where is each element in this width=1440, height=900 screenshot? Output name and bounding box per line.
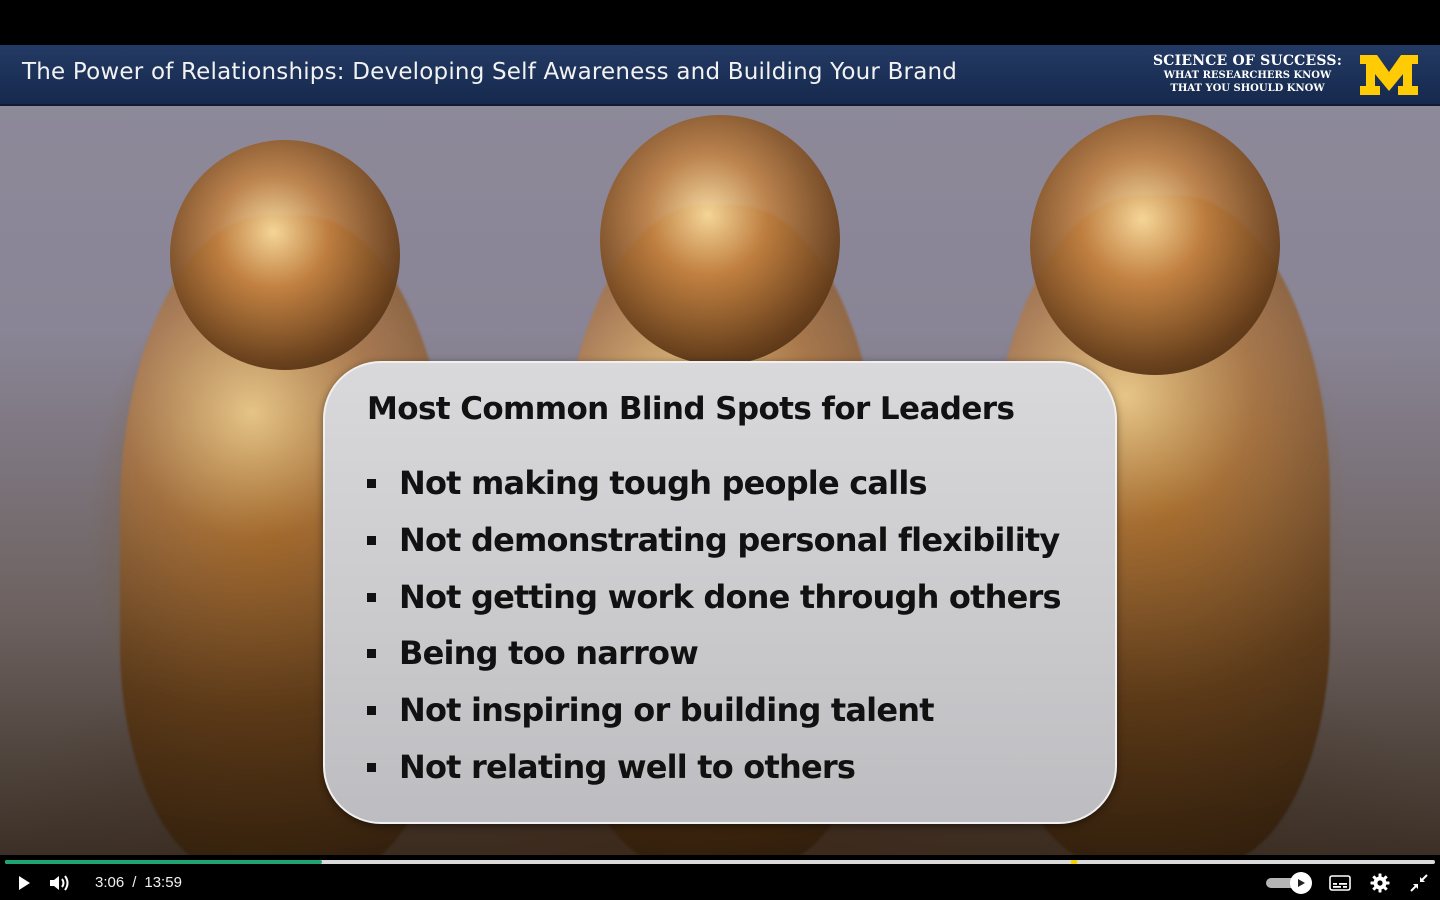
volume-button[interactable]	[48, 872, 72, 894]
exit-fullscreen-icon	[1410, 874, 1428, 892]
left-monkey-head	[170, 140, 400, 370]
list-item-text: Not inspiring or building talent	[399, 691, 935, 730]
gear-icon	[1370, 873, 1390, 893]
slide-card: Most Common Blind Spots for Leaders Not …	[323, 361, 1117, 824]
brand-line-2: WHAT RESEARCHERS KNOW	[1163, 70, 1332, 81]
list-item: Not relating well to others	[367, 747, 1061, 804]
middle-monkey-head	[600, 115, 840, 365]
square-bullet-icon	[367, 535, 376, 545]
brand-line-3: THAT YOU SHOULD KNOW	[1170, 83, 1325, 94]
university-michigan-logo	[1360, 55, 1418, 95]
list-item-text: Not making tough people calls	[399, 464, 928, 502]
play-icon	[19, 876, 30, 890]
square-bullet-icon	[367, 649, 376, 659]
list-item-text: Not relating well to others	[399, 747, 856, 786]
list-item: Not inspiring or building talent	[367, 690, 1061, 747]
square-bullet-icon	[367, 706, 376, 716]
slide-heading: Most Common Blind Spots for Leaders	[367, 391, 1015, 427]
course-brand: SCIENCE OF SUCCESS: WHAT RESEARCHERS KNO…	[1150, 53, 1345, 95]
list-item: Not making tough people calls	[367, 463, 1061, 520]
seek-bar[interactable]	[5, 860, 1435, 864]
square-bullet-icon	[367, 762, 376, 772]
current-time: 3:06	[95, 874, 125, 891]
autoplay-toggle-knob	[1290, 872, 1312, 894]
list-item: Being too narrow	[367, 633, 1061, 690]
exit-fullscreen-button[interactable]	[1407, 872, 1431, 894]
play-button[interactable]	[12, 872, 36, 894]
video-title-bar: The Power of Relationships: Developing S…	[0, 45, 1440, 106]
seek-bar-played	[5, 860, 323, 864]
right-monkey-head	[1030, 115, 1280, 375]
brand-line-1: SCIENCE OF SUCCESS:	[1152, 53, 1343, 69]
blind-spots-list: Not making tough people calls Not demons…	[367, 463, 1062, 804]
list-item: Not demonstrating personal flexibility	[367, 520, 1061, 577]
list-item-text: Not demonstrating personal flexibility	[399, 520, 1060, 559]
time-display: 3:06 / 13:59	[95, 874, 182, 891]
square-bullet-icon	[367, 592, 376, 602]
seek-bar-chapter-marker	[1071, 860, 1077, 864]
list-item-text: Being too narrow	[399, 634, 699, 673]
captions-button[interactable]	[1328, 872, 1352, 894]
duration: 13:59	[144, 874, 182, 891]
volume-icon	[50, 875, 69, 891]
video-title: The Power of Relationships: Developing S…	[22, 59, 958, 85]
captions-icon	[1329, 875, 1351, 891]
autoplay-toggle[interactable]	[1266, 872, 1312, 894]
settings-button[interactable]	[1368, 872, 1392, 894]
player-controls: 3:06 / 13:59	[0, 855, 1440, 900]
time-separator: /	[132, 874, 137, 891]
list-item-text: Not getting work done through others	[399, 577, 1062, 616]
list-item: Not getting work done through others	[367, 577, 1062, 634]
autoplay-toggle-track	[1266, 878, 1300, 888]
play-icon	[1298, 879, 1305, 887]
square-bullet-icon	[367, 479, 376, 488]
